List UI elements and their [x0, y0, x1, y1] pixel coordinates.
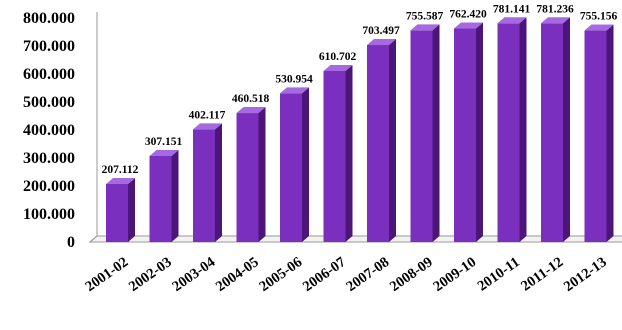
data-label-2008-09: 755.587	[406, 10, 444, 22]
x-tick-label: 2010-11	[475, 254, 523, 294]
bar-side	[302, 87, 309, 242]
y-tick-label: 800.000	[23, 10, 75, 27]
bar-2007-08	[367, 39, 396, 242]
axis-corner-line	[89, 235, 98, 243]
bar-2009-10	[454, 22, 483, 242]
x-tick-label: 2011-12	[518, 254, 566, 294]
data-label-2010-11: 781.141	[493, 3, 531, 15]
y-tick-label: 100.000	[23, 206, 75, 223]
data-label-2002-03: 307.151	[145, 136, 183, 148]
bar-side	[389, 39, 396, 242]
x-tick-label: 2007-08	[344, 254, 393, 295]
bar-side	[606, 24, 614, 242]
bar-front	[193, 129, 215, 242]
bar-2008-09	[410, 24, 440, 243]
bar-2001-02	[106, 178, 135, 242]
bar-front	[236, 113, 259, 242]
bar-top	[541, 17, 570, 24]
x-tick-label: 2012-13	[561, 254, 610, 295]
bar-front	[106, 184, 128, 242]
bar-top	[106, 178, 135, 185]
y-tick-label: 700.000	[23, 38, 75, 55]
data-label-2006-07: 610.702	[319, 51, 357, 63]
y-tick-label: 500.000	[23, 94, 75, 111]
bar-side	[476, 22, 483, 242]
bar-2004-05	[236, 107, 266, 242]
bar-side	[215, 123, 222, 242]
y-tick-label: 0	[67, 234, 75, 251]
bar-front	[367, 45, 389, 242]
bar-top	[584, 24, 614, 31]
bar-top	[149, 149, 179, 156]
data-label-2003-04: 402.117	[189, 109, 226, 121]
bar-front	[280, 93, 302, 242]
bar-front	[149, 155, 172, 242]
data-label-2011-12: 781.236	[536, 3, 574, 15]
bar-front	[497, 23, 520, 243]
bar-top	[193, 123, 222, 130]
bar-top	[497, 17, 527, 24]
bar-side	[171, 149, 179, 242]
bar-front	[410, 30, 433, 243]
x-tick-label: 2005-06	[257, 254, 306, 295]
y-tick-label: 300.000	[23, 150, 75, 167]
x-tick-label: 2006-07	[300, 254, 349, 295]
bar-2012-13	[584, 24, 614, 242]
x-tick-label: 2009-10	[431, 254, 480, 295]
x-axis-ticks: 2001-022002-032003-042004-052005-062006-…	[83, 254, 610, 295]
bar-side	[345, 65, 353, 242]
bar-2002-03	[149, 149, 179, 242]
bar-front	[584, 30, 607, 242]
bar-side	[519, 17, 527, 243]
chart-axes	[88, 12, 622, 243]
bar-2003-04	[193, 123, 222, 242]
data-label-2007-08: 703.497	[362, 25, 400, 37]
x-tick-label: 2004-05	[213, 254, 262, 295]
data-label-2004-05: 460.518	[232, 93, 270, 105]
data-label-2005-06: 530.954	[275, 73, 313, 85]
y-tick-label: 400.000	[23, 122, 75, 139]
bar-top	[280, 87, 309, 94]
data-label-2012-13: 755.156	[580, 11, 618, 23]
bar-top	[454, 22, 483, 29]
bar-top	[410, 24, 440, 31]
bar-side	[258, 107, 266, 242]
x-tick-label: 2003-04	[170, 254, 219, 295]
y-axis-ticks: 0 100.000 200.000 300.000 400.000 500.000 600.…	[23, 10, 75, 251]
bar-2005-06	[280, 87, 309, 242]
x-tick-label: 2002-03	[126, 254, 175, 295]
bar-top	[367, 39, 396, 46]
data-label-2009-10: 762.420	[449, 9, 487, 21]
bar-front	[541, 23, 563, 242]
y-tick-label: 600.000	[23, 66, 75, 83]
bar-2010-11	[497, 17, 527, 243]
chart-data-labels: 207.112 307.151 402.117 460.518 530.954 610.7…	[102, 3, 618, 176]
x-tick-label: 2001-02	[83, 254, 132, 295]
bar-2011-12	[541, 17, 570, 242]
bar-2006-07	[323, 65, 353, 242]
chart-bars	[106, 17, 614, 243]
y-tick-label: 200.000	[23, 178, 75, 195]
data-label-2001-02: 207.112	[102, 164, 139, 176]
x-tick-label: 2008-09	[387, 254, 436, 295]
bar-top	[323, 65, 353, 72]
bar-front	[454, 28, 476, 242]
bar-side	[563, 17, 570, 242]
bar-side	[432, 24, 440, 243]
bar-front	[323, 71, 346, 242]
bar-side	[128, 178, 135, 242]
bar-top	[236, 107, 266, 114]
